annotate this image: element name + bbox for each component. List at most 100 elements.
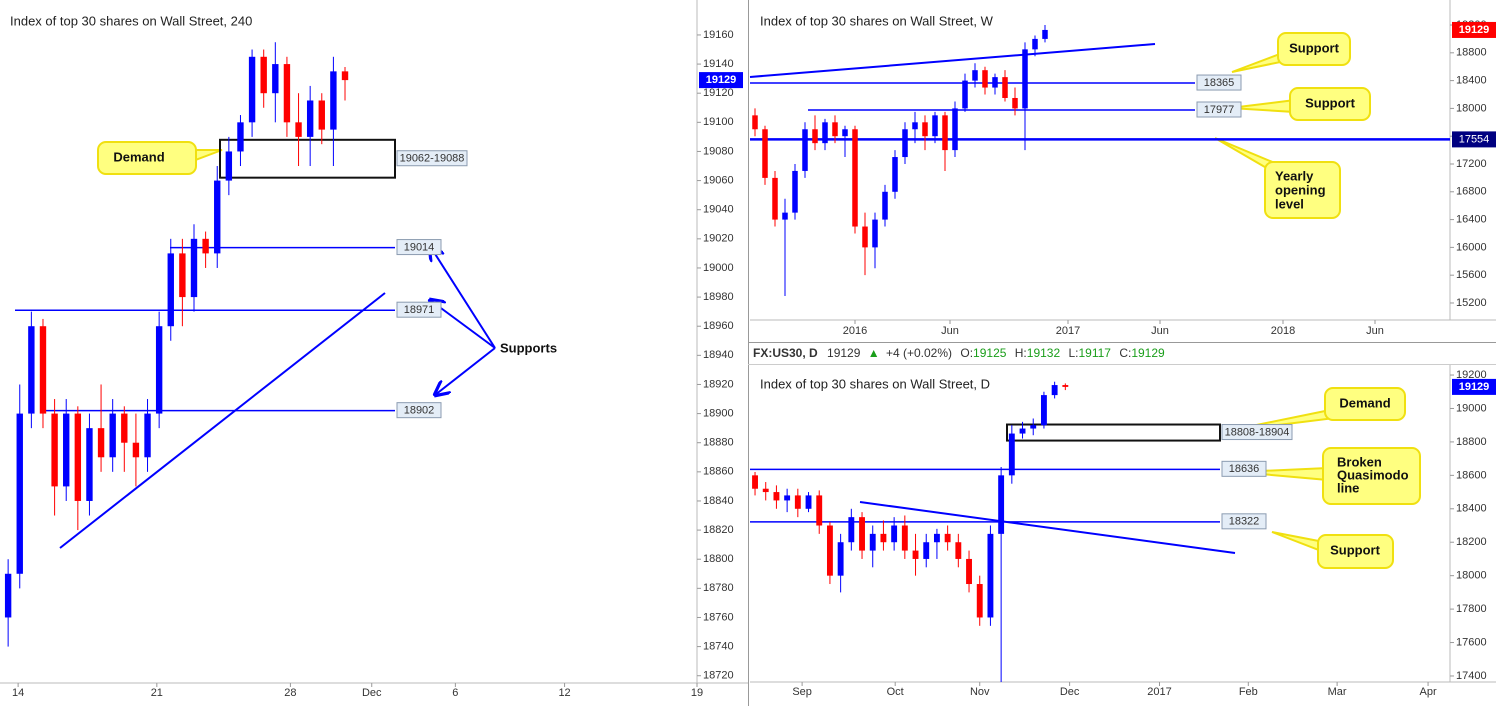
chart-panel: Index of top 30 shares on Wall Street, D… [750,369,1496,698]
high-label: H: [1015,346,1027,360]
x-tick-label: 21 [151,687,163,699]
x-tick-label: Mar [1328,686,1347,698]
candle-body [859,517,865,551]
candle-body [1032,38,1038,50]
candle-body [782,212,788,220]
last-price-box [1452,21,1496,38]
x-tick-label: Dec [1060,686,1080,698]
candle-body [306,100,314,137]
candle-body [869,533,876,551]
candle-body [822,122,828,144]
x-tick-label: Apr [1420,686,1437,698]
candle-body [283,64,291,123]
callout [97,141,197,175]
candle-body [63,413,70,487]
candle-body [992,77,998,88]
trend-line [859,501,1236,554]
y-tick-label: 18200 [1456,536,1487,548]
candle-body [794,495,801,509]
candle-body [998,475,1005,534]
candle-body [944,533,951,543]
x-tick-label: 19 [691,687,703,699]
zone-label: 19062-19088 [400,153,465,165]
x-tick-label: 12 [558,687,570,699]
candle-body [1012,97,1018,109]
zone-label: 18808-18904 [1225,426,1290,438]
candle-body [1051,385,1058,396]
candle-body [892,157,898,192]
y-tick-label: 18400 [1456,503,1487,515]
level-label: 18902 [404,405,435,417]
candle-body [1042,29,1048,39]
callout [1317,534,1394,569]
candle-body [1002,77,1008,98]
candle-body [982,70,988,88]
candle-body [132,442,140,458]
zone [219,138,396,179]
y-tick-label: 17400 [1456,670,1487,682]
open: 19125 [973,346,1007,360]
y-tick-label: 18800 [1456,436,1487,448]
y-tick-label: 19100 [703,116,734,128]
y-tick-label: 19080 [703,145,734,157]
y-tick-label: 16400 [1456,213,1487,225]
candle-body [74,413,82,501]
candle-body [260,56,267,94]
candle-body [121,413,128,443]
symbol: FX:US30, D [753,346,818,360]
plot-area [750,381,1221,682]
zone [1006,423,1221,442]
x-tick-label: Oct [887,686,904,698]
callout [1289,87,1371,121]
callout [1277,32,1351,66]
callout [1322,447,1421,505]
candle-body [1030,425,1037,429]
y-tick-label: 18800 [1456,47,1487,59]
level-label: 17977 [1204,104,1235,116]
callout-text: Broken [1337,454,1382,469]
candle-body [933,533,940,543]
level-label-box [396,301,442,318]
callout-text: Support [1330,542,1380,557]
candle-body [962,80,968,109]
zone-label-box [396,150,468,167]
last-price-box [699,72,743,89]
x-tick-label: 2017 [1056,325,1080,337]
y-tick-label: 19140 [703,58,734,70]
last: 19129 [827,346,861,360]
candle-body [902,129,908,158]
close-label: C: [1119,346,1131,360]
callout-text: Yearly [1275,168,1314,183]
y-tick-label: 18760 [703,611,734,623]
x-tick-label: 2018 [1271,325,1295,337]
candle-body [966,558,972,585]
y-tick-label: 19000 [703,262,734,274]
candle-body [880,533,887,543]
candle-body [248,56,256,123]
candle-body [872,219,878,248]
y-tick-label: 18940 [703,349,734,361]
candle-body [28,326,35,414]
chart-title: Index of top 30 shares on Wall Street, 2… [10,13,252,28]
candle-body [772,177,778,220]
callout [1264,161,1341,219]
x-tick-label: Jun [941,325,959,337]
y-tick-label: 18960 [703,320,734,332]
callout-text: opening [1275,182,1326,197]
candle-body [955,542,962,559]
candle-body [295,122,302,137]
candle-body [912,122,918,130]
level-label-box [396,239,442,256]
candle-body [987,533,994,618]
candle-body [752,475,758,489]
y-tick-label: 15200 [1456,297,1487,309]
callout-text: line [1337,480,1359,495]
y-tick-label: 18720 [703,670,734,682]
y-tick-label: 19160 [703,29,734,41]
y-tick-label: 17600 [1456,636,1487,648]
candle-body [225,151,233,181]
candle-body [901,525,908,551]
x-tick-label: 28 [284,687,296,699]
candle-body [802,129,808,171]
chart-panel: Index of top 30 shares on Wall Street, W… [750,13,1496,337]
